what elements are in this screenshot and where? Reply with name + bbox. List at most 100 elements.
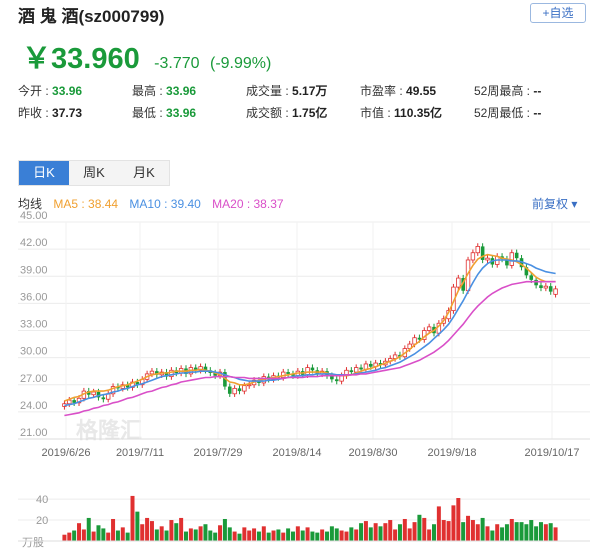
candle-body — [446, 310, 451, 320]
volume-bar — [184, 531, 188, 541]
volume-bar — [256, 531, 261, 541]
volume-bar — [179, 517, 184, 541]
candle-body — [198, 366, 203, 371]
candle-body — [62, 403, 67, 407]
volume-bar — [286, 528, 291, 541]
candle-body — [86, 391, 91, 395]
stat-item: 52周最高 : -- — [474, 82, 541, 99]
volume-bar — [490, 530, 495, 541]
candle-body — [305, 367, 310, 376]
candle-body — [144, 373, 150, 380]
volume-tick-label: 40 — [36, 494, 48, 506]
candle-body — [203, 366, 208, 371]
stat-item: 市值 : 110.35亿 — [360, 104, 442, 121]
candle-body — [110, 386, 116, 395]
candle-body — [534, 279, 538, 286]
volume-bar — [500, 527, 505, 541]
candle-body — [353, 367, 359, 373]
current-price: ￥33.960 — [22, 43, 140, 75]
candle-body — [465, 259, 471, 292]
volume-bar — [77, 523, 82, 541]
y-tick-label: 27.00 — [20, 373, 48, 385]
candle-body — [174, 370, 179, 373]
volume-bar — [164, 530, 169, 541]
volume-bar — [397, 524, 402, 541]
volume-bar — [548, 523, 553, 541]
stat-item: 市盈率 : 49.55 — [360, 82, 436, 99]
candle-body — [135, 382, 140, 385]
candle-body — [140, 378, 145, 386]
volume-bar — [339, 530, 344, 541]
stat-label: 最高 : — [132, 84, 167, 98]
candle-body — [116, 386, 120, 389]
stat-item: 今开 : 33.96 — [18, 82, 82, 99]
candle-body — [81, 390, 87, 399]
volume-bar — [111, 518, 116, 541]
volume-bar — [524, 524, 529, 541]
candle-body — [242, 385, 247, 392]
tab-daily-k[interactable]: 日K — [19, 161, 69, 185]
candle-body — [281, 371, 286, 378]
volume-bar — [480, 517, 485, 541]
volume-bar — [461, 522, 466, 541]
volume-bar — [354, 529, 359, 541]
candle-body — [490, 258, 495, 265]
candle-body — [432, 326, 436, 334]
volume-bar — [242, 527, 247, 541]
candle-body — [495, 255, 500, 265]
candle-body — [300, 371, 305, 375]
tab-monthly-k[interactable]: 月K — [133, 165, 155, 180]
candle-body — [383, 360, 388, 366]
candle-body — [164, 372, 169, 377]
volume-bar — [72, 530, 77, 541]
add-watchlist-button[interactable]: +自选 — [530, 3, 586, 23]
volume-bar — [519, 522, 524, 541]
candle-body — [188, 367, 194, 375]
candle-body — [426, 326, 432, 331]
volume-bar — [261, 526, 266, 541]
volume-bar — [310, 531, 315, 541]
candle-body — [213, 372, 217, 376]
candle-body — [286, 372, 290, 374]
volume-bar — [101, 528, 106, 541]
volume-bar — [553, 527, 558, 541]
candle-body — [470, 252, 476, 261]
volume-bar — [198, 526, 203, 541]
stat-value: 33.96 — [52, 84, 83, 98]
volume-bar — [159, 526, 164, 541]
candle-body — [271, 375, 276, 380]
volume-bar — [247, 530, 252, 541]
volume-bar — [320, 529, 325, 541]
volume-bar — [208, 530, 213, 541]
price-change-percent: (-9.99%) — [209, 55, 272, 72]
candle-body — [519, 258, 524, 268]
candle-body — [363, 363, 369, 370]
candle-body — [257, 380, 261, 383]
price-adjust-dropdown[interactable]: 前复权 ▾ — [532, 195, 577, 212]
volume-bar — [106, 532, 111, 541]
volume-bar — [62, 534, 67, 541]
candle-body — [475, 246, 480, 254]
volume-tick-label: 20 — [36, 515, 48, 527]
volume-bar — [334, 528, 339, 541]
candle-body — [101, 397, 106, 400]
x-tick-label: 2019/9/18 — [428, 447, 477, 459]
volume-bar — [325, 531, 330, 541]
volume-bar — [222, 518, 227, 541]
candle-body — [539, 285, 543, 289]
volume-bar — [237, 533, 242, 541]
candle-body — [247, 384, 252, 387]
candle-body — [339, 375, 344, 382]
volume-bar — [232, 531, 237, 541]
candle-body — [319, 370, 325, 375]
volume-bar — [135, 511, 140, 541]
stat-label: 成交量 : — [246, 84, 293, 98]
volume-bar — [393, 529, 398, 541]
candle-body — [251, 379, 257, 386]
volume-bar — [169, 520, 174, 541]
candle-body — [505, 259, 509, 266]
candle-body — [529, 275, 534, 280]
volume-bar — [281, 532, 286, 541]
tab-weekly-k[interactable]: 周K — [83, 165, 105, 180]
stat-value: -- — [533, 84, 542, 98]
